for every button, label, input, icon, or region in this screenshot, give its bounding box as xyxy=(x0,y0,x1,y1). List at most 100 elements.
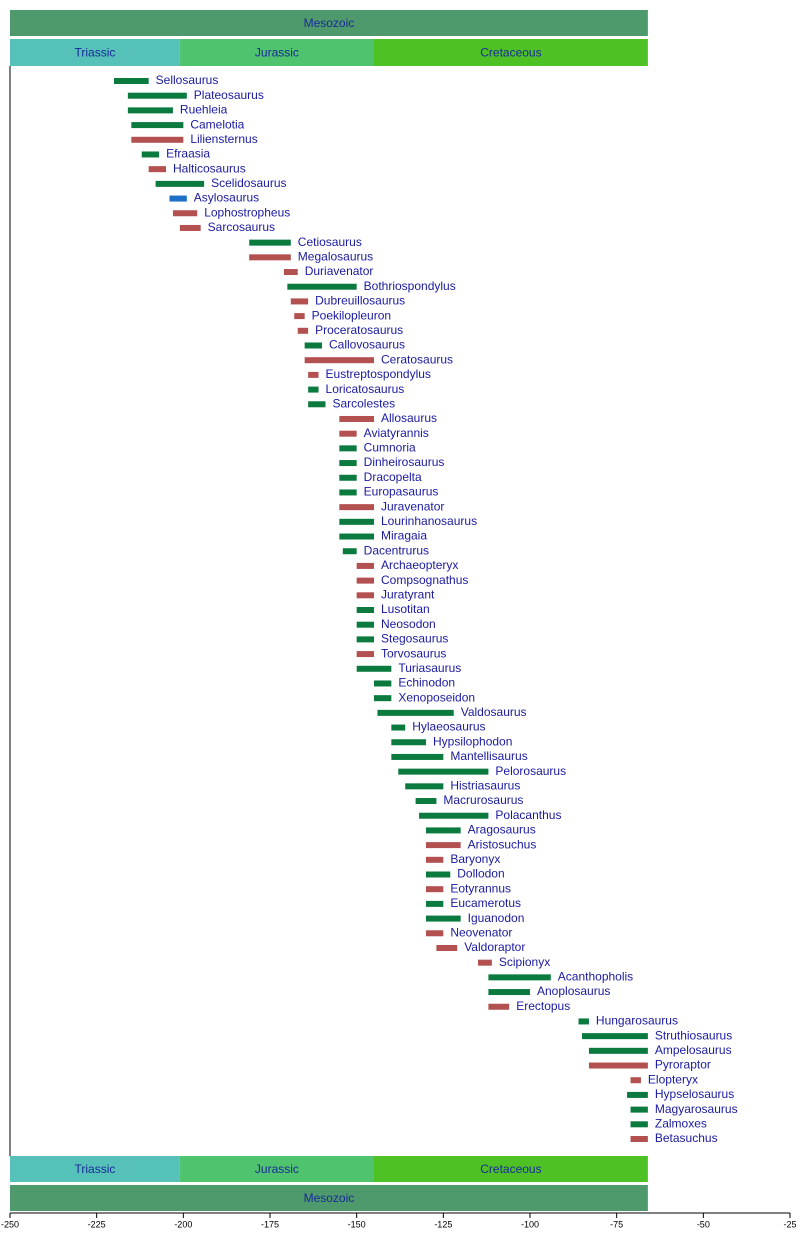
range-bar xyxy=(308,371,319,378)
range-bar xyxy=(415,798,437,805)
range-bar xyxy=(630,1121,648,1128)
x-tick-label: -25 xyxy=(783,1219,796,1229)
taxon-label: Hypselosaurus xyxy=(655,1087,734,1101)
x-tick-label: -225 xyxy=(88,1219,106,1229)
range-bar xyxy=(426,856,444,863)
range-bar xyxy=(308,401,326,408)
taxon-label: Scelidosaurus xyxy=(211,176,286,190)
taxon-label: Acanthopholis xyxy=(558,970,633,984)
range-bar xyxy=(630,1077,641,1084)
range-bar xyxy=(426,827,461,834)
taxon-label: Magyarosaurus xyxy=(655,1102,738,1116)
range-bar xyxy=(356,651,374,658)
range-bar xyxy=(287,283,357,290)
range-bar xyxy=(356,577,374,584)
taxon-label: Juratyrant xyxy=(381,587,435,601)
taxon-label: Valdoraptor xyxy=(464,940,525,954)
range-bar xyxy=(342,548,357,555)
range-bar xyxy=(436,944,458,951)
taxon-label: Loricatosaurus xyxy=(326,382,405,396)
range-bar xyxy=(426,842,461,849)
taxon-label: Lophostropheus xyxy=(204,205,290,219)
taxon-label: Turiasaurus xyxy=(398,661,461,675)
range-bar xyxy=(339,489,357,496)
period-band xyxy=(10,1156,180,1182)
taxon-label: Duriavenator xyxy=(305,264,374,278)
taxon-label: Poekilopleuron xyxy=(312,308,391,322)
range-bar xyxy=(339,430,357,437)
range-bar xyxy=(356,607,374,613)
taxon-label: Plateosaurus xyxy=(194,88,264,102)
era-band-label: Mesozoic xyxy=(304,16,355,30)
range-bar xyxy=(339,460,357,467)
taxon-label: Sarcolestes xyxy=(332,396,395,410)
taxon-label: Ampelosaurus xyxy=(655,1043,732,1057)
taxon-label: Echinodon xyxy=(398,676,455,690)
period-band-label: Cretaceous xyxy=(480,1162,541,1176)
taxon-label: Archaeopteryx xyxy=(381,558,458,572)
taxon-label: Megalosaurus xyxy=(298,250,373,264)
range-bar xyxy=(426,900,444,907)
range-bar xyxy=(304,342,322,349)
range-bar xyxy=(405,783,444,790)
range-bar xyxy=(283,269,298,276)
range-bar xyxy=(398,768,489,775)
range-bar xyxy=(339,518,374,525)
range-bar xyxy=(179,224,201,231)
range-bar xyxy=(488,974,551,981)
range-bar xyxy=(127,92,187,99)
range-bar xyxy=(588,1047,648,1054)
range-bar xyxy=(391,724,406,731)
taxon-label: Miragaia xyxy=(381,529,427,543)
range-bar xyxy=(426,886,444,893)
taxon-label: Dracopelta xyxy=(364,470,422,484)
period-band xyxy=(179,1156,374,1182)
range-bar xyxy=(249,254,291,261)
taxon-label: Camelotia xyxy=(190,117,244,131)
taxon-label: Ceratosaurus xyxy=(381,352,453,366)
range-bar xyxy=(426,871,451,878)
range-bar xyxy=(148,166,166,173)
range-bar xyxy=(339,415,374,422)
taxon-label: Lourinhanosaurus xyxy=(381,514,477,528)
taxon-label: Ruehleia xyxy=(180,103,228,117)
x-tick-label: -100 xyxy=(521,1219,539,1229)
taxon-label: Eucamerotus xyxy=(450,896,521,910)
taxon-label: Erectopus xyxy=(516,999,570,1013)
range-bar xyxy=(308,386,319,393)
taxon-label: Betasuchus xyxy=(655,1131,718,1145)
x-tick-label: -250 xyxy=(1,1219,19,1229)
taxon-label: Neovenator xyxy=(450,925,512,939)
taxon-label: Stegosaurus xyxy=(381,632,448,646)
range-bar xyxy=(297,327,309,334)
period-band xyxy=(374,1156,648,1182)
range-bar xyxy=(169,195,187,202)
range-bar xyxy=(155,180,205,187)
taxon-label: Asylosaurus xyxy=(194,191,259,205)
taxon-label: Dinheirosaurus xyxy=(364,455,445,469)
range-bar xyxy=(391,753,444,760)
range-bar xyxy=(374,695,392,702)
era-band xyxy=(10,10,648,36)
era-band-label: Mesozoic xyxy=(304,1191,355,1205)
range-bar xyxy=(114,78,149,84)
range-bar xyxy=(356,562,374,569)
range-bar xyxy=(131,122,184,129)
x-tick-label: -50 xyxy=(697,1219,710,1229)
range-bar xyxy=(578,1018,589,1025)
taxon-label: Lusotitan xyxy=(381,602,430,616)
x-tick-label: -175 xyxy=(261,1219,279,1229)
taxon-label: Callovosaurus xyxy=(329,338,405,352)
taxon-label: Hylaeosaurus xyxy=(412,720,485,734)
taxon-label: Eustreptospondylus xyxy=(326,367,431,381)
taxon-label: Europasaurus xyxy=(364,485,439,499)
taxon-label: Halticosaurus xyxy=(173,161,246,175)
taxon-label: Dacentrurus xyxy=(364,543,429,557)
taxon-label: Cumnoria xyxy=(364,441,416,455)
taxon-label: Aviatyrannis xyxy=(364,426,429,440)
taxon-label: Allosaurus xyxy=(381,411,437,425)
period-band-label: Cretaceous xyxy=(480,46,541,60)
x-tick-label: -125 xyxy=(434,1219,452,1229)
range-bar xyxy=(374,680,392,687)
